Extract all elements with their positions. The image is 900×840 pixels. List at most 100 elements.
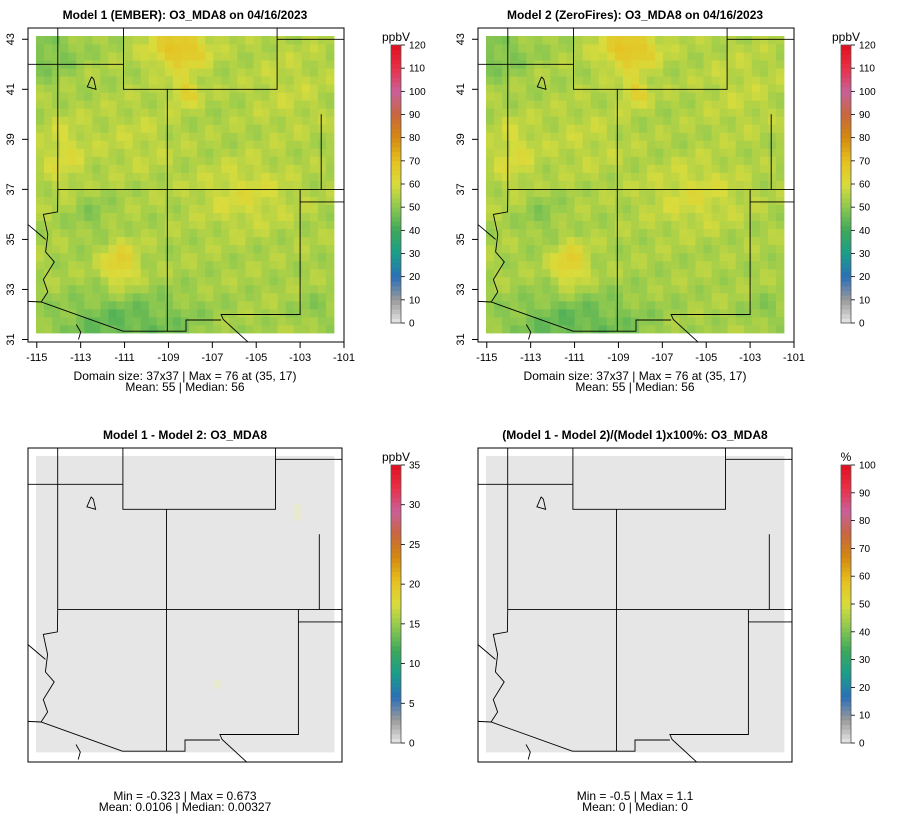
heatmap-cell	[205, 608, 214, 617]
heatmap-cell	[92, 204, 101, 213]
heatmap-cell	[285, 616, 295, 625]
heatmap-cell	[285, 696, 295, 705]
heatmap-cell	[309, 44, 319, 53]
heatmap-cell	[92, 260, 101, 270]
heatmap-cell	[526, 156, 535, 165]
x-tick-label: -103	[289, 352, 311, 364]
heatmap-cell	[606, 228, 616, 238]
heatmap-cell	[550, 696, 559, 705]
colorbar-segment	[391, 604, 401, 610]
heatmap-cell	[558, 308, 567, 318]
heatmap-cell	[293, 252, 303, 262]
heatmap-cell	[180, 276, 190, 286]
heatmap-cell	[180, 504, 190, 513]
heatmap-cell	[221, 156, 230, 165]
heatmap-cell	[614, 68, 624, 77]
heatmap-cell	[598, 316, 608, 326]
colorbar-tick-label: 80	[409, 133, 421, 144]
heatmap-cell	[582, 744, 592, 753]
heatmap-cell	[566, 140, 575, 149]
heatmap-cell	[221, 672, 230, 681]
heatmap-cell	[221, 52, 230, 61]
heatmap-cell	[606, 300, 616, 310]
heatmap-cell	[237, 512, 246, 521]
heatmap-cell	[590, 108, 600, 117]
boundary-line	[670, 189, 751, 342]
heatmap-cell	[205, 616, 214, 625]
heatmap-cell	[775, 92, 785, 101]
heatmap-cell	[598, 44, 608, 53]
heatmap-cell	[301, 308, 311, 318]
heatmap-cell	[76, 220, 85, 230]
heatmap-cell	[68, 228, 77, 238]
heatmap-cell	[108, 228, 117, 238]
colorbar-segment	[391, 733, 401, 739]
heatmap-cell	[687, 156, 696, 165]
heatmap-cell	[237, 656, 246, 665]
heatmap-cell	[213, 480, 222, 489]
heatmap-cell	[317, 132, 327, 141]
heatmap-cell	[655, 180, 664, 189]
heatmap-cell	[205, 60, 214, 69]
heatmap-cell	[197, 244, 206, 254]
heatmap-cell	[711, 124, 720, 133]
heatmap-cell	[679, 44, 688, 53]
heatmap-cell	[751, 220, 761, 230]
heatmap-cell	[598, 36, 608, 45]
heatmap-cell	[68, 212, 77, 222]
colorbar-segment	[391, 668, 401, 674]
heatmap-cell	[510, 236, 519, 246]
heatmap-cell	[60, 220, 69, 230]
heatmap-cell	[189, 528, 198, 537]
heatmap-cell	[124, 172, 134, 181]
heatmap-cell	[647, 76, 656, 85]
heatmap-cell	[325, 292, 335, 302]
heatmap-cell	[229, 664, 238, 673]
heatmap-cell	[132, 260, 142, 270]
heatmap-cell	[711, 44, 720, 53]
heatmap-cell	[172, 608, 182, 617]
heatmap-cell	[727, 44, 737, 53]
heatmap-cell	[132, 720, 142, 729]
heatmap-cell	[566, 680, 575, 689]
heatmap-cell	[639, 188, 648, 197]
heatmap-cell	[301, 736, 311, 745]
colorbar-segment	[841, 272, 851, 278]
heatmap-cell	[76, 316, 85, 326]
heatmap-cell	[614, 712, 624, 721]
heatmap-cell	[116, 600, 125, 609]
heatmap-cell	[116, 656, 125, 665]
heatmap-cell	[671, 132, 680, 141]
heatmap-cell	[775, 108, 785, 117]
heatmap-cell	[229, 672, 238, 681]
heatmap-cell	[727, 308, 737, 318]
heatmap-cell	[301, 544, 311, 553]
heatmap-cell	[124, 196, 134, 205]
heatmap-cell	[68, 284, 77, 294]
heatmap-cell	[60, 196, 69, 205]
heatmap-cell	[309, 576, 319, 585]
heatmap-cell	[598, 704, 608, 713]
heatmap-cell	[245, 324, 254, 334]
heatmap-cell	[36, 728, 45, 737]
heatmap-cell	[44, 664, 53, 673]
heatmap-cell	[76, 696, 85, 705]
heatmap-cell	[719, 188, 729, 197]
heatmap-cell	[614, 44, 624, 53]
heatmap-cell	[197, 60, 206, 69]
heatmap-cell	[687, 712, 696, 721]
heatmap-cell	[172, 728, 182, 737]
heatmap-cell	[132, 664, 142, 673]
heatmap-cell	[759, 148, 769, 157]
heatmap-cell	[60, 728, 69, 737]
heatmap-cell	[309, 584, 319, 593]
heatmap-cell	[189, 260, 198, 270]
heatmap-cell	[655, 220, 664, 230]
heatmap-cell	[116, 220, 125, 230]
heatmap-cell	[687, 212, 696, 222]
heatmap-cell	[301, 712, 311, 721]
heatmap-cell	[486, 672, 495, 681]
heatmap-cell	[140, 568, 150, 577]
heatmap-cell	[84, 188, 93, 197]
heatmap-cell	[68, 220, 77, 230]
